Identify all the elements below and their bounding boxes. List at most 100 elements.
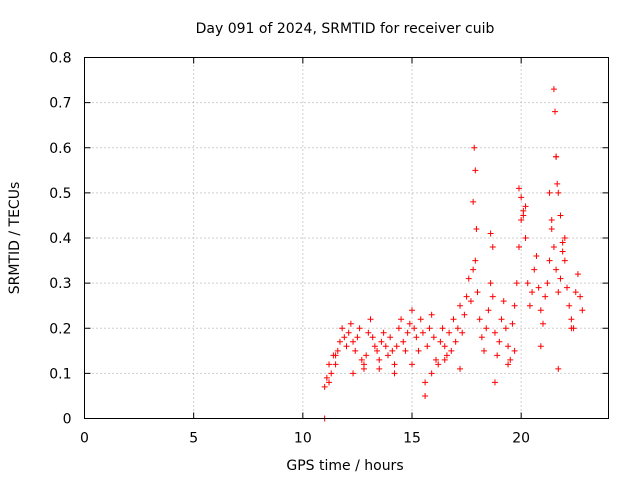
data-point — [391, 361, 398, 368]
data-point — [505, 361, 512, 368]
data-point — [398, 316, 405, 323]
x-axis-label: GPS time / hours — [286, 458, 403, 474]
data-point — [502, 325, 509, 332]
data-point — [417, 316, 424, 323]
data-point — [564, 284, 571, 291]
data-point — [568, 325, 575, 332]
data-point — [393, 343, 400, 350]
data-point — [487, 280, 494, 287]
data-point — [454, 325, 461, 332]
y-tick-label: 0.2 — [49, 321, 71, 337]
data-point — [533, 253, 540, 260]
y-tick-label: 0.4 — [49, 231, 71, 247]
data-point — [446, 329, 453, 336]
data-point — [376, 356, 383, 363]
data-point — [473, 225, 480, 232]
data-point — [406, 320, 413, 327]
data-point — [472, 167, 479, 174]
data-point — [485, 307, 492, 314]
data-point — [555, 289, 562, 296]
data-point — [341, 334, 348, 341]
data-point — [391, 370, 398, 377]
y-tick-label: 0.3 — [49, 276, 71, 292]
data-point — [463, 293, 470, 300]
data-point — [548, 225, 555, 232]
data-point — [323, 374, 330, 381]
data-point — [332, 352, 339, 359]
data-point — [356, 325, 363, 332]
data-point — [474, 289, 481, 296]
data-point — [419, 329, 426, 336]
data-point — [472, 257, 479, 264]
data-point — [535, 284, 542, 291]
data-point — [559, 248, 566, 255]
data-point — [568, 316, 575, 323]
data-point — [470, 198, 477, 205]
data-point — [334, 347, 341, 354]
x-tick-label: 20 — [512, 431, 530, 447]
data-point — [360, 361, 367, 368]
grid-lines — [84, 57, 609, 419]
data-point — [561, 257, 568, 264]
data-point — [389, 347, 396, 354]
data-point — [540, 320, 546, 327]
y-tick-label: 0.5 — [49, 186, 71, 202]
data-point — [443, 352, 450, 359]
data-point — [448, 347, 455, 354]
data-point — [452, 338, 459, 345]
data-point — [415, 347, 422, 354]
data-point — [574, 271, 581, 278]
data-point — [363, 352, 370, 359]
data-point — [500, 298, 507, 305]
data-point — [553, 153, 560, 160]
data-point — [441, 356, 448, 363]
data-point — [515, 185, 522, 192]
data-point — [437, 338, 444, 345]
data-point — [470, 266, 477, 273]
data-point — [433, 356, 440, 363]
data-point — [384, 352, 391, 359]
data-point — [358, 356, 365, 363]
data-point — [430, 334, 437, 341]
data-point — [457, 302, 464, 309]
data-point — [498, 316, 505, 323]
data-point — [326, 379, 333, 386]
data-point — [382, 343, 389, 350]
data-point — [467, 298, 474, 305]
data-point — [522, 235, 529, 241]
data-point — [422, 392, 429, 399]
data-point — [553, 266, 560, 273]
data-point — [428, 311, 435, 318]
data-point — [426, 325, 433, 332]
y-tick-label: 0.6 — [49, 141, 71, 157]
data-point — [559, 239, 566, 246]
y-tick-label: 0.7 — [49, 96, 71, 112]
data-point — [542, 293, 549, 300]
data-point — [489, 293, 496, 300]
data-point — [321, 383, 328, 390]
data-point — [557, 275, 564, 282]
data-point — [343, 343, 350, 350]
data-point — [336, 338, 343, 345]
data-point — [507, 356, 514, 363]
data-point — [518, 194, 525, 201]
data-point — [450, 316, 457, 323]
data-point — [339, 325, 346, 332]
data-point — [518, 216, 525, 223]
data-point — [566, 302, 573, 309]
data-point — [441, 343, 448, 350]
data-point — [579, 307, 586, 314]
data-point — [376, 365, 383, 372]
data-point — [461, 311, 468, 318]
data-point — [328, 370, 335, 377]
data-points — [321, 86, 586, 422]
x-tick-label: 10 — [294, 431, 312, 447]
data-point — [378, 338, 385, 345]
data-point — [555, 365, 562, 372]
data-point — [483, 325, 490, 332]
data-point — [577, 293, 584, 300]
data-point — [522, 203, 529, 210]
x-tick-label: 15 — [403, 431, 421, 447]
data-point — [350, 338, 357, 345]
data-point — [552, 108, 559, 115]
